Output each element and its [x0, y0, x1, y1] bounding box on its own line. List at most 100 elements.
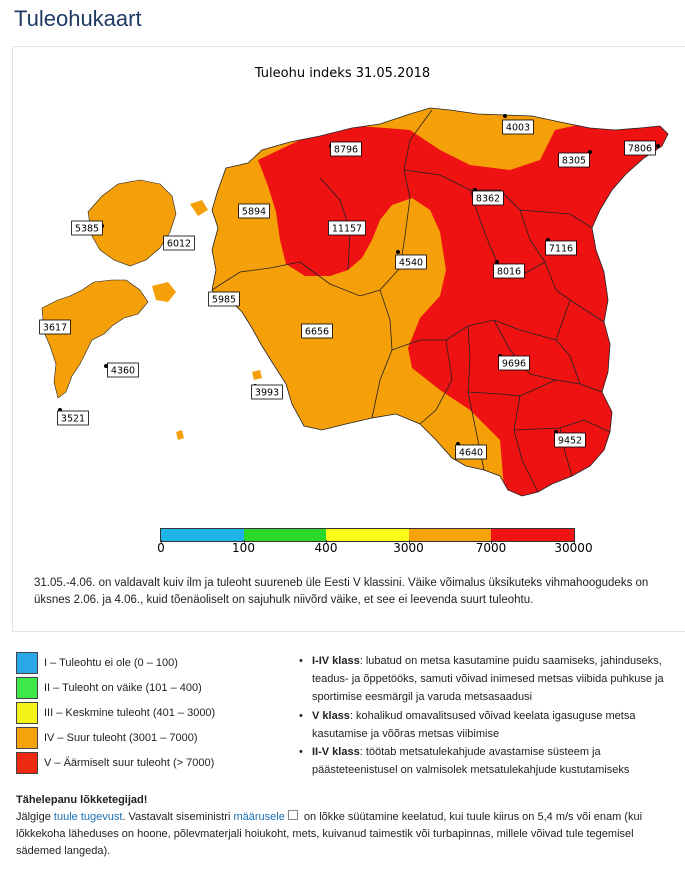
class-text: : töötab metsatulekahjude avastamise süs…	[312, 746, 630, 777]
station-label-box	[554, 432, 586, 448]
class-title: II-V klass	[312, 746, 360, 759]
notice-body: Jälgige tuule tugevust. Vastavalt sisemi…	[16, 809, 676, 860]
station-label-box	[301, 323, 333, 339]
station-label: 7806	[624, 140, 656, 156]
station-label-box	[107, 362, 139, 378]
station-value: 9452	[558, 436, 582, 447]
external-link-icon	[287, 810, 298, 820]
station-label-box	[238, 203, 270, 219]
station-dot	[104, 364, 108, 368]
station-label-box	[472, 190, 504, 206]
island-borders	[41, 179, 177, 399]
station-label-box	[330, 141, 362, 157]
station-value: 11157	[332, 224, 362, 235]
station-label-box	[71, 220, 103, 236]
station-dot	[656, 144, 660, 148]
station-label-box	[498, 355, 530, 371]
class-list: I-IV klass: lubatud on metsa kasutamine …	[296, 652, 676, 779]
red-zone-north	[258, 120, 668, 496]
station-label: 7116	[545, 240, 577, 256]
station-value: 6012	[167, 239, 191, 250]
legend-label: V – Äärmiselt suur tuleoht (> 7000)	[44, 756, 215, 769]
station-labels: 8796 4003 8305 7806 5894 8362 5385 6012 11157 711…	[39, 114, 660, 460]
station-label: 5894	[238, 203, 270, 219]
colorbar-tick-mark	[161, 540, 162, 544]
colorbar-tick-label: 0	[157, 541, 165, 555]
regulation-link[interactable]: määrusele	[233, 811, 285, 823]
legend-label: III – Keskmine tuleoht (401 – 3000)	[44, 706, 216, 719]
station-label: 8796	[330, 141, 362, 157]
station-label-box	[502, 119, 534, 135]
station-value: 4003	[506, 123, 530, 134]
station-label-box	[163, 235, 195, 251]
class-item-ii-v: II-V klass: töötab metsatulekahjude avas…	[296, 743, 676, 779]
legend-swatch	[16, 701, 38, 724]
station-value: 4540	[399, 258, 423, 269]
station-value: 6656	[305, 327, 329, 338]
legend-label: II – Tuleoht on väike (101 – 400)	[44, 681, 202, 694]
notice-text: . Vastavalt siseministri	[122, 811, 234, 823]
station-label: 5385	[71, 220, 103, 236]
station-label: 9452	[554, 432, 586, 448]
legend-item-iv: IV – Suur tuleoht (3001 – 7000)	[16, 725, 215, 750]
class-item-v: V klass: kohalikud omavalitsused võivad …	[296, 707, 676, 743]
station-label: 4640	[455, 444, 487, 460]
colorbar	[160, 528, 575, 542]
colorbar-tick-mark	[326, 540, 327, 544]
station-value: 5894	[242, 207, 266, 218]
station-label: 6012	[163, 235, 195, 251]
forecast-text: 31.05.-4.06. on valdavalt kuiv ilm ja tu…	[34, 577, 649, 606]
station-value: 8016	[497, 267, 521, 278]
class-text: : lubatud on metsa kasutamine puidu saam…	[312, 655, 664, 704]
station-value: 7806	[628, 144, 652, 155]
legend-swatch	[16, 676, 38, 699]
station-label: 4540	[395, 254, 427, 270]
station-label: 5985	[208, 291, 240, 307]
wind-strength-link[interactable]: tuule tugevust	[53, 811, 123, 823]
station-label-box	[395, 254, 427, 270]
legend-swatch	[16, 751, 38, 774]
station-label: 8362	[472, 190, 504, 206]
kihnu-island	[252, 370, 262, 380]
colorbar-tick-mark	[491, 540, 492, 544]
station-label-box	[455, 444, 487, 460]
station-value: 5385	[75, 224, 99, 235]
station-label-box	[39, 319, 71, 335]
class-item-i-iv: I-IV klass: lubatud on metsa kasutamine …	[296, 652, 676, 707]
ruhnu-island	[176, 430, 184, 440]
legend-label: IV – Suur tuleoht (3001 – 7000)	[44, 731, 198, 744]
notice-text: Jälgige	[16, 811, 54, 823]
fire-risk-map: 8796 4003 8305 7806 5894 8362 5385 6012 11157 711…	[39, 107, 669, 497]
colorbar-segment	[161, 529, 244, 541]
station-value: 7116	[549, 244, 573, 255]
legend-swatch	[16, 651, 38, 674]
colorbar-segment	[491, 529, 574, 541]
station-label-box	[493, 263, 525, 279]
county-borders	[211, 107, 669, 497]
colorbar-tick-label: 400	[314, 541, 338, 555]
station-label: 11157	[328, 220, 366, 236]
legend-item-v: V – Äärmiselt suur tuleoht (> 7000)	[16, 750, 215, 775]
colorbar-tick-mark	[243, 540, 245, 544]
station-value: 3617	[43, 323, 67, 334]
colorbar-tick-mark	[408, 540, 410, 544]
station-label: 3993	[251, 384, 283, 400]
notice: Tähelepanu lõkketegijad! Jälgige tuule t…	[16, 792, 676, 860]
station-label: 3617	[39, 319, 71, 335]
colorbar-tick-label: 3000	[393, 541, 424, 555]
station-value: 3521	[61, 414, 85, 425]
station-value: 8362	[476, 194, 500, 205]
station-label-box	[328, 220, 366, 236]
station-value: 9696	[502, 359, 526, 370]
station-label: 3521	[57, 410, 89, 426]
station-value: 8796	[334, 145, 358, 156]
station-label-box	[251, 384, 283, 400]
colorbar-segment	[326, 529, 409, 541]
station-label: 8016	[493, 263, 525, 279]
class-title: I-IV klass	[312, 655, 360, 667]
legend: I – Tuleohtu ei ole (0 – 100) II – Tuleo…	[16, 650, 215, 775]
station-label: 6656	[301, 323, 333, 339]
hiiumaa-island	[88, 180, 176, 266]
station-label: 9696	[498, 355, 530, 371]
station-value: 5985	[212, 295, 236, 306]
